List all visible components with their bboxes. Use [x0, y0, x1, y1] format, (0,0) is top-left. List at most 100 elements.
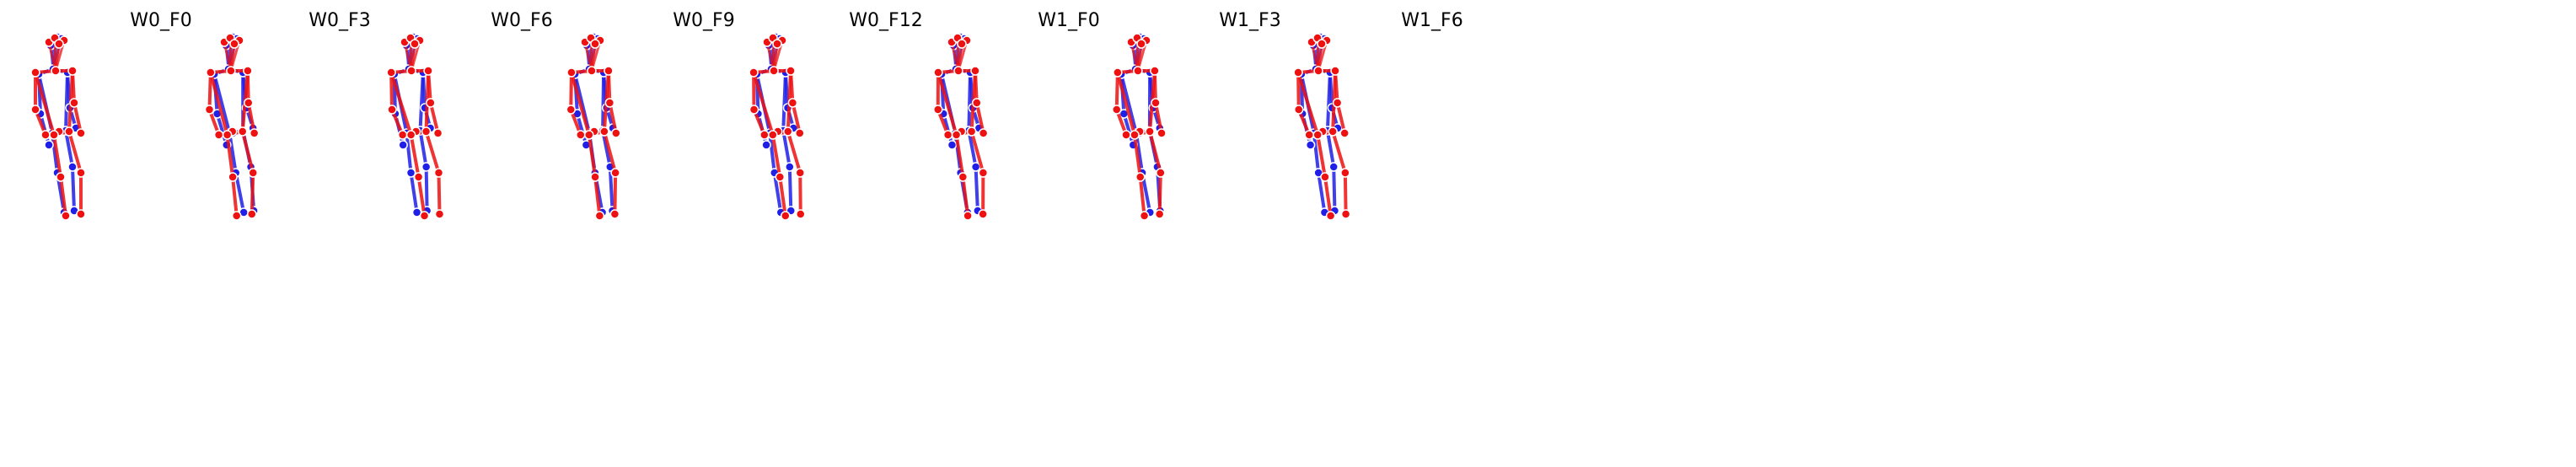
skeleton-bone — [961, 175, 970, 217]
skeleton-bone — [52, 133, 62, 179]
skeleton-bone — [1114, 71, 1119, 111]
skeleton-joint — [1133, 66, 1143, 76]
skeleton-bone — [389, 71, 394, 111]
skeleton-joint — [1150, 66, 1160, 76]
skeleton-joint — [795, 168, 805, 178]
skeleton-bone — [569, 71, 573, 111]
skeleton-joint — [406, 66, 416, 76]
skeleton-joint — [1151, 98, 1161, 108]
skeleton-joint — [243, 98, 254, 108]
skeleton-bone — [72, 101, 83, 135]
skeleton-joint — [772, 39, 782, 49]
skeleton-joint — [423, 66, 433, 76]
skeleton-joint — [1293, 67, 1303, 78]
pose-panel: W0_F6 — [361, 0, 683, 467]
red-skeleton — [933, 33, 989, 221]
skeleton-joint — [237, 126, 248, 137]
pose-panel: W1_F3 — [1089, 0, 1411, 467]
skeleton-bone — [34, 71, 56, 137]
skeleton-plot — [1293, 32, 1351, 221]
skeleton-joint — [1305, 140, 1316, 150]
skeleton-bone — [587, 133, 598, 179]
skeleton-joint — [978, 209, 988, 219]
skeleton-joint — [1294, 105, 1304, 115]
skeleton-joint — [433, 168, 444, 178]
skeleton-bone — [967, 71, 973, 132]
skeleton-bone — [59, 175, 67, 217]
panel-title: W0_F6 — [491, 10, 553, 31]
skeleton-bone — [967, 129, 978, 169]
skeleton-bone — [787, 165, 793, 212]
pose-panel: W0_F12 — [725, 0, 1047, 467]
skeleton-joint — [1139, 211, 1150, 221]
skeleton-joint — [599, 126, 609, 137]
skeleton-joint — [206, 67, 216, 78]
skeleton-joint — [933, 105, 943, 115]
skeleton-joint — [413, 172, 424, 182]
red-skeleton — [566, 33, 621, 221]
skeleton-plot — [933, 32, 989, 221]
skeleton-joint — [786, 66, 796, 76]
skeleton-joint — [421, 126, 432, 137]
panel-title: W0_F9 — [673, 10, 735, 31]
skeleton-joint — [30, 67, 40, 78]
skeleton-joint — [1135, 172, 1146, 182]
skeleton-joint — [957, 39, 967, 49]
skeleton-bone — [569, 71, 591, 137]
skeleton-bone — [613, 171, 618, 216]
skeleton-joint — [951, 130, 962, 140]
skeleton-bone — [409, 171, 419, 214]
skeleton-bone — [418, 129, 428, 169]
skeleton-joint — [30, 105, 40, 115]
skeleton-joint — [761, 140, 771, 150]
skeleton-joint — [229, 39, 239, 49]
skeleton-plot — [566, 32, 621, 221]
skeleton-joint — [434, 209, 445, 219]
skeleton-bone — [954, 133, 965, 179]
skeleton-plot — [386, 32, 445, 221]
skeleton-joint — [749, 67, 759, 78]
skeleton-bone — [240, 130, 255, 174]
skeleton-joint — [228, 172, 238, 182]
skeleton-joint — [51, 66, 61, 76]
skeleton-bone — [969, 130, 985, 174]
skeleton-joint — [222, 130, 233, 140]
skeleton-bone — [1343, 171, 1348, 216]
skeleton-joint — [781, 211, 791, 221]
skeleton-bone — [1148, 130, 1162, 174]
skeleton-bone — [1325, 71, 1332, 132]
skeleton-joint — [1145, 126, 1155, 137]
skeleton-joint — [584, 130, 594, 140]
skeleton-joint — [1328, 162, 1339, 172]
skeleton-joint — [249, 128, 260, 138]
skeleton-joint — [594, 211, 605, 221]
skeleton-joint — [972, 98, 982, 108]
skeleton-bone — [1317, 171, 1327, 214]
skeleton-joint — [1312, 130, 1323, 140]
skeleton-bone — [936, 71, 958, 137]
skeleton-bone — [1138, 175, 1146, 217]
skeleton-joint — [1157, 128, 1167, 138]
skeleton-joint — [1320, 172, 1330, 182]
skeleton-joint — [1304, 130, 1314, 140]
skeleton-bone — [1134, 132, 1145, 174]
skeleton-bone — [575, 112, 588, 147]
skeleton-bone — [770, 133, 782, 179]
skeleton-joint — [213, 130, 224, 140]
skeleton-bone — [752, 71, 775, 137]
skeleton-bone — [1133, 133, 1142, 179]
skeleton-bone — [208, 71, 229, 137]
skeleton-bone — [608, 165, 614, 212]
skeleton-joint — [1154, 209, 1165, 219]
skeleton-joint — [970, 162, 981, 172]
skeleton-bone — [416, 175, 427, 217]
skeleton-joint — [978, 128, 989, 138]
skeleton-bone — [942, 112, 954, 147]
red-skeleton — [204, 33, 260, 221]
skeleton-joint — [933, 67, 943, 78]
skeleton-bone — [1122, 112, 1135, 147]
skeleton-bone — [602, 130, 618, 174]
skeleton-joint — [405, 168, 416, 178]
skeleton-joint — [785, 162, 795, 172]
